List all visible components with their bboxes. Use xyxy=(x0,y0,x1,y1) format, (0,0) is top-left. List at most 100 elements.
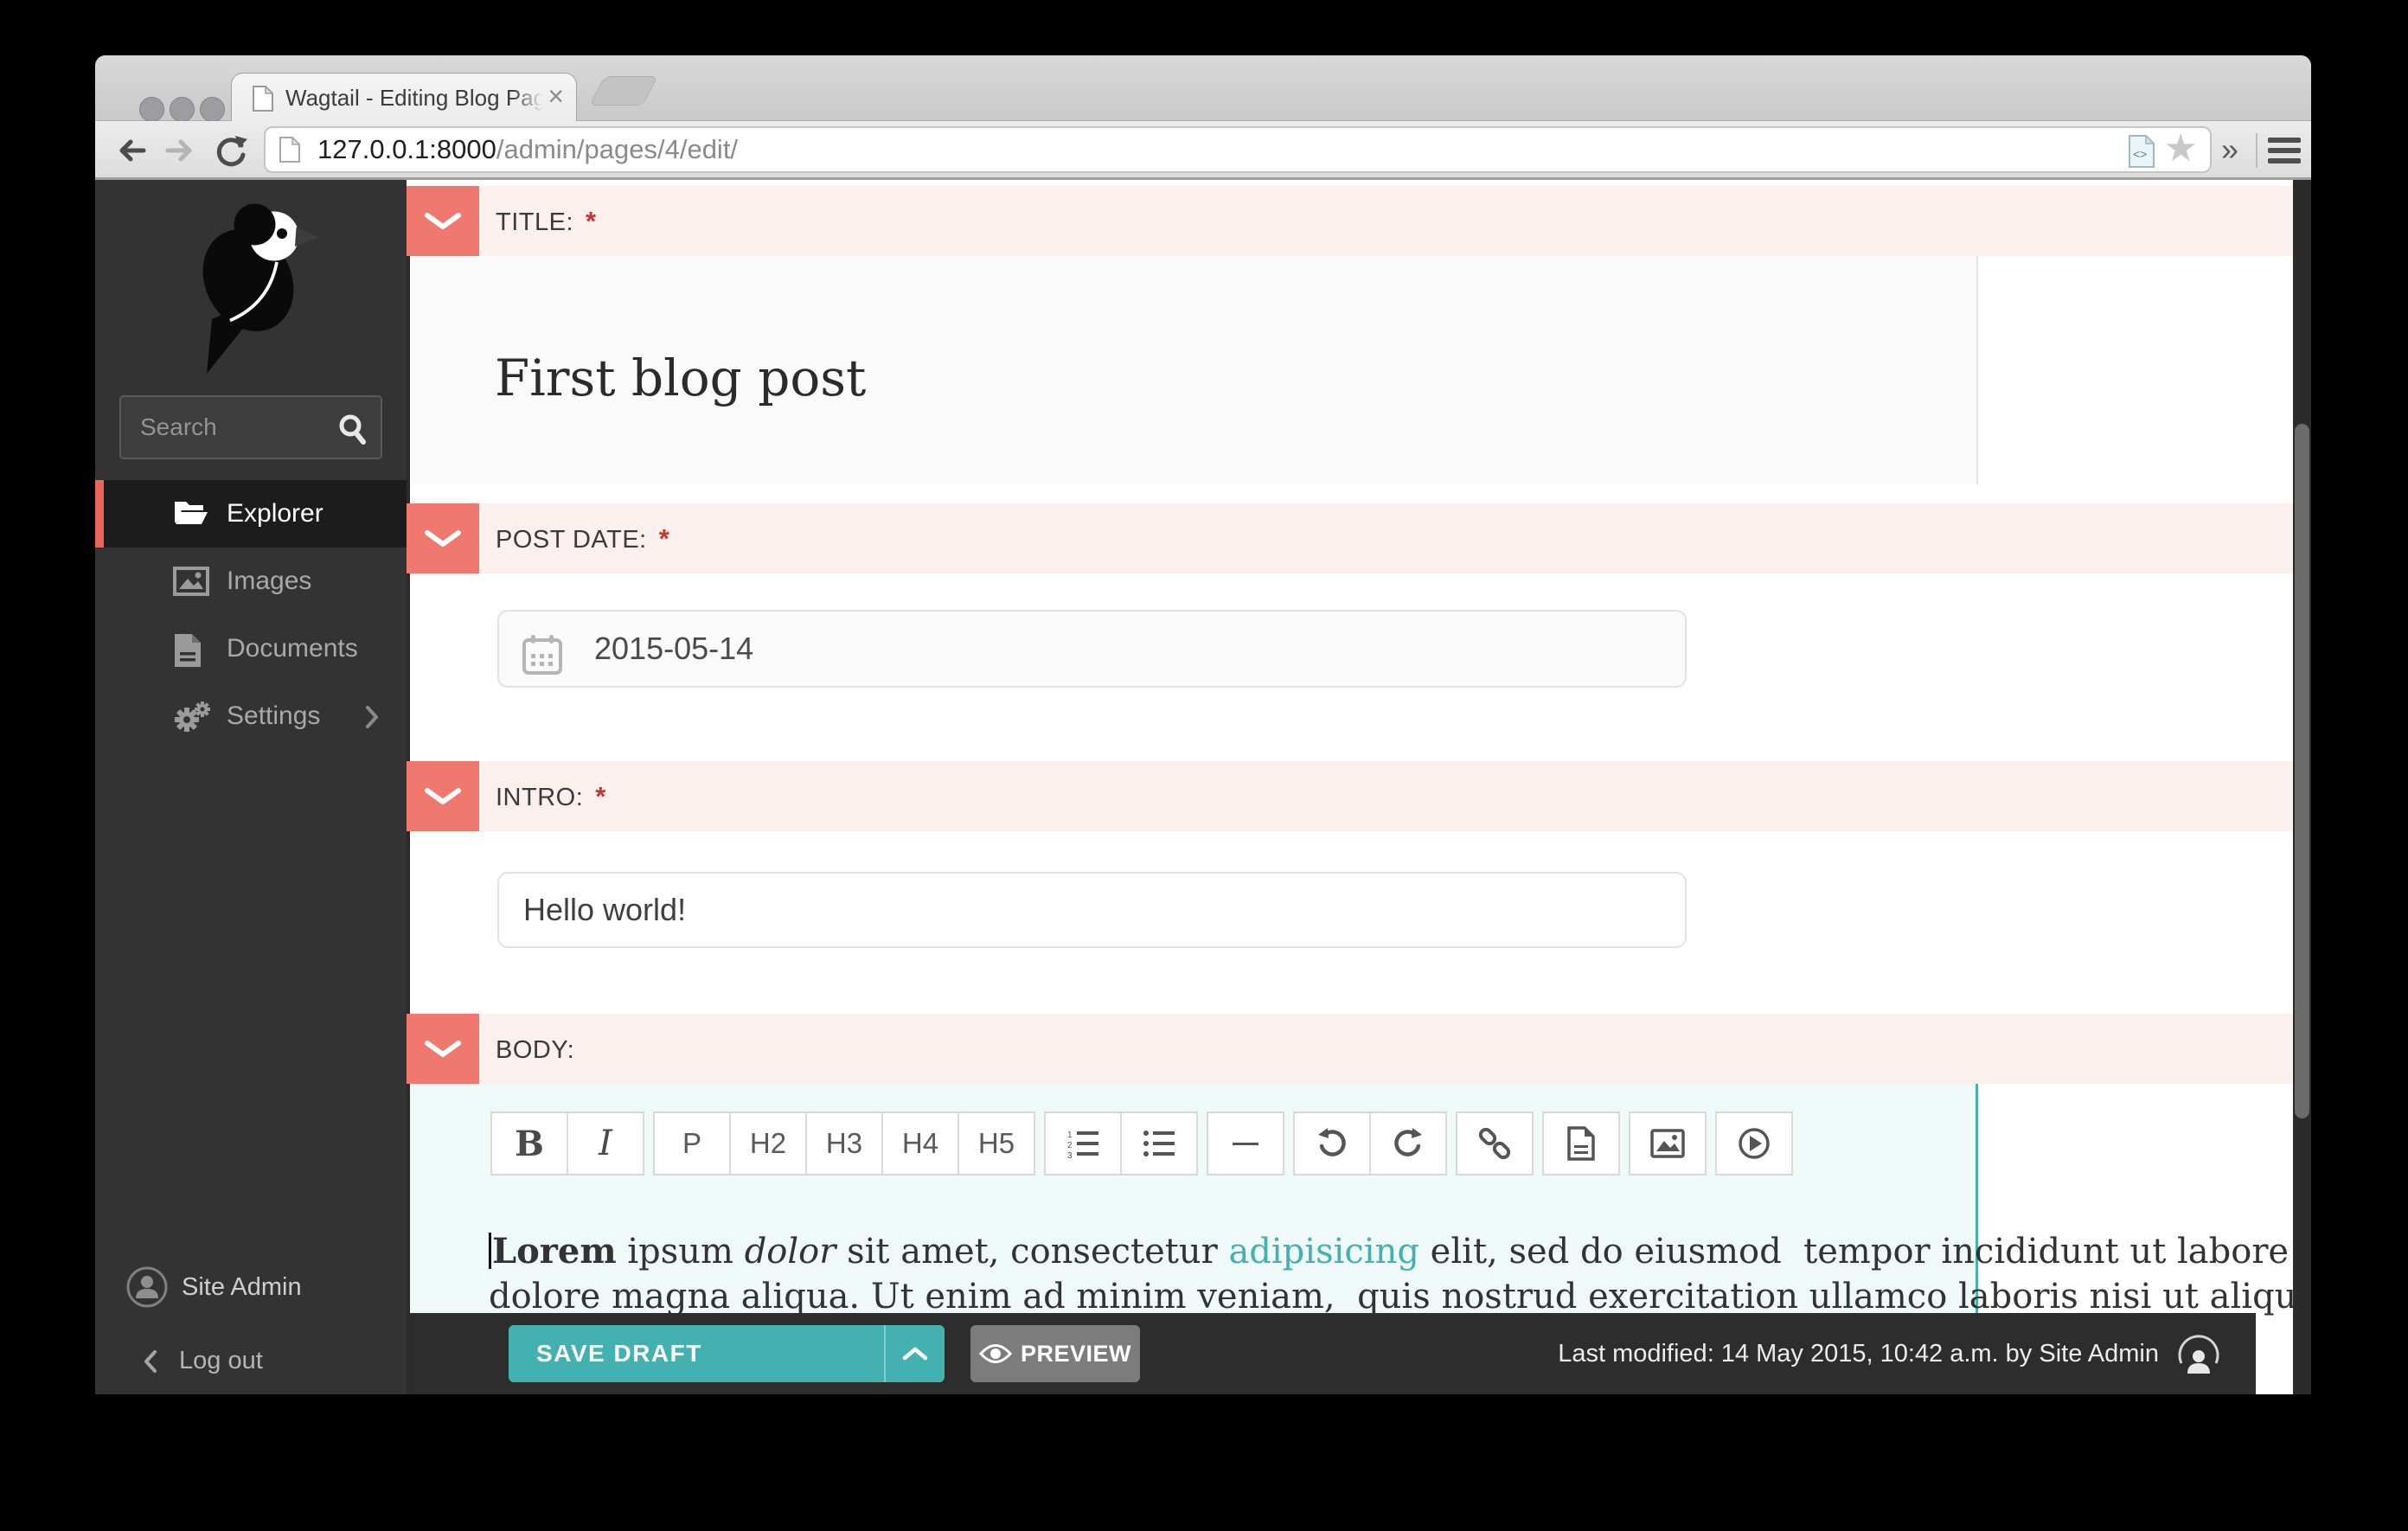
italic-button[interactable]: I xyxy=(567,1111,644,1175)
image-button[interactable] xyxy=(1629,1111,1707,1175)
section-label: INTRO: xyxy=(496,784,584,811)
collapse-toggle-title[interactable] xyxy=(407,186,479,256)
image-icon xyxy=(1650,1129,1685,1158)
section-header-body: BODY: xyxy=(407,1014,2293,1084)
page-favicon-icon xyxy=(253,85,274,116)
chevron-left-icon xyxy=(144,1350,157,1377)
required-asterisk: * xyxy=(595,781,606,811)
document-icon xyxy=(1567,1126,1595,1161)
collapse-toggle-body[interactable] xyxy=(407,1014,479,1084)
sidebar-account[interactable]: Site Admin xyxy=(95,1265,407,1310)
sidebar-item-documents[interactable]: Documents xyxy=(95,615,407,682)
ordered-list-icon: 123 xyxy=(1067,1131,1098,1158)
post-date-input[interactable]: 2015-05-14 xyxy=(497,610,1687,688)
modified-by-avatar-icon xyxy=(2174,1330,2223,1383)
undo-button[interactable] xyxy=(1293,1111,1371,1175)
active-accent-bar xyxy=(95,480,104,548)
url-bar[interactable]: 127.0.0.1:8000/admin/pages/4/edit/ <> ★ xyxy=(264,126,2212,173)
sidebar-item-settings[interactable]: Settings xyxy=(95,682,407,750)
menu-icon[interactable] xyxy=(2268,138,2301,169)
window-close-button[interactable] xyxy=(139,97,164,122)
window-minimize-button[interactable] xyxy=(170,97,195,122)
section-header-title: TITLE: * xyxy=(407,186,2293,256)
intro-value: Hello world! xyxy=(523,892,687,927)
toolbar-divider xyxy=(2256,133,2258,168)
post-date-value: 2015-05-14 xyxy=(594,631,754,666)
sidebar-logout[interactable]: Log out xyxy=(95,1339,407,1384)
undo-icon xyxy=(1318,1128,1346,1156)
window-zoom-button[interactable] xyxy=(200,97,225,122)
text-cursor xyxy=(489,1233,491,1269)
chevron-down-icon xyxy=(425,529,461,547)
chevron-down-icon xyxy=(425,212,461,229)
logout-label: Log out xyxy=(179,1347,263,1374)
required-asterisk: * xyxy=(658,523,670,554)
svg-text:1: 1 xyxy=(1067,1131,1073,1140)
sidebar-item-images[interactable]: Images xyxy=(95,548,407,615)
chevron-down-icon xyxy=(425,787,461,804)
browser-tab[interactable]: Wagtail - Editing Blog Page × xyxy=(231,73,577,122)
forward-button[interactable] xyxy=(163,133,197,168)
title-field-area[interactable] xyxy=(410,256,1978,484)
search-icon[interactable] xyxy=(337,413,367,449)
richtext-line: dolore magna aliqua. Ut enim ad minim ve… xyxy=(489,1277,2311,1316)
image-icon xyxy=(173,566,209,601)
bookmark-star-icon[interactable]: ★ xyxy=(2163,127,2198,170)
tab-bar: Wagtail - Editing Blog Page × xyxy=(95,55,2311,122)
scrollbar-thumb[interactable] xyxy=(2295,424,2309,1118)
back-button[interactable] xyxy=(114,133,149,168)
reload-button[interactable] xyxy=(213,133,247,168)
chevron-down-icon xyxy=(425,1040,461,1057)
h2-button[interactable]: H2 xyxy=(729,1111,807,1175)
horizontal-rule-button[interactable] xyxy=(1207,1111,1284,1175)
url-text: 127.0.0.1:8000/admin/pages/4/edit/ xyxy=(317,134,739,164)
search-input[interactable] xyxy=(121,397,381,458)
h3-button[interactable]: H3 xyxy=(805,1111,883,1175)
save-draft-button[interactable]: SAVE DRAFT xyxy=(509,1325,945,1382)
folder-open-icon xyxy=(173,498,209,532)
new-tab-button[interactable] xyxy=(588,76,659,106)
paragraph-button[interactable]: P xyxy=(653,1111,731,1175)
intro-input[interactable]: Hello world! xyxy=(497,872,1687,948)
tab-close-icon[interactable]: × xyxy=(548,80,564,112)
calendar-icon xyxy=(522,629,563,703)
richtext-content[interactable]: Lorem ipsum dolor sit amet, consectetur … xyxy=(489,1228,2311,1320)
unordered-list-button[interactable] xyxy=(1120,1111,1198,1175)
unordered-list-icon xyxy=(1143,1131,1175,1156)
gears-icon xyxy=(173,701,211,738)
tab-title: Wagtail - Editing Blog Page xyxy=(285,85,543,111)
title-input[interactable]: First blog post xyxy=(495,349,867,407)
horizontal-rule-icon xyxy=(1233,1142,1258,1145)
scrollbar-track[interactable] xyxy=(2293,180,2311,1394)
svg-text:3: 3 xyxy=(1067,1151,1073,1158)
sidebar-nav: Explorer Images Documents xyxy=(95,480,407,750)
section-label: BODY: xyxy=(496,1036,575,1064)
account-name: Site Admin xyxy=(182,1273,302,1301)
sidebar-search xyxy=(119,395,382,459)
section-label: TITLE: xyxy=(496,208,574,236)
bold-button[interactable]: B xyxy=(490,1111,568,1175)
redo-button[interactable] xyxy=(1369,1111,1447,1175)
preview-button[interactable]: PREVIEW xyxy=(970,1325,1140,1382)
h4-button[interactable]: H4 xyxy=(881,1111,959,1175)
h5-button[interactable]: H5 xyxy=(957,1111,1035,1175)
avatar-icon xyxy=(125,1265,169,1313)
page-viewport: Explorer Images Documents xyxy=(95,180,2311,1394)
chevron-up-icon xyxy=(902,1347,928,1361)
sidebar-item-explorer[interactable]: Explorer xyxy=(95,480,407,548)
section-header-intro: INTRO: * xyxy=(407,761,2293,831)
document-icon xyxy=(173,633,202,672)
last-modified-text: Last modified: 14 May 2015, 10:42 a.m. b… xyxy=(1558,1340,2159,1368)
link-button[interactable] xyxy=(1456,1111,1534,1175)
document-embed-button[interactable] xyxy=(1542,1111,1620,1175)
extensions-overflow-icon[interactable]: » xyxy=(2221,131,2239,167)
code-page-icon[interactable]: <> xyxy=(2129,134,2155,172)
collapse-toggle-intro[interactable] xyxy=(407,761,479,831)
save-options-toggle[interactable] xyxy=(884,1325,945,1382)
embed-media-button[interactable] xyxy=(1715,1111,1793,1175)
collapse-toggle-post-date[interactable] xyxy=(407,503,479,573)
richtext-link[interactable]: adipisicing xyxy=(1228,1232,1419,1272)
page-icon xyxy=(279,136,301,167)
